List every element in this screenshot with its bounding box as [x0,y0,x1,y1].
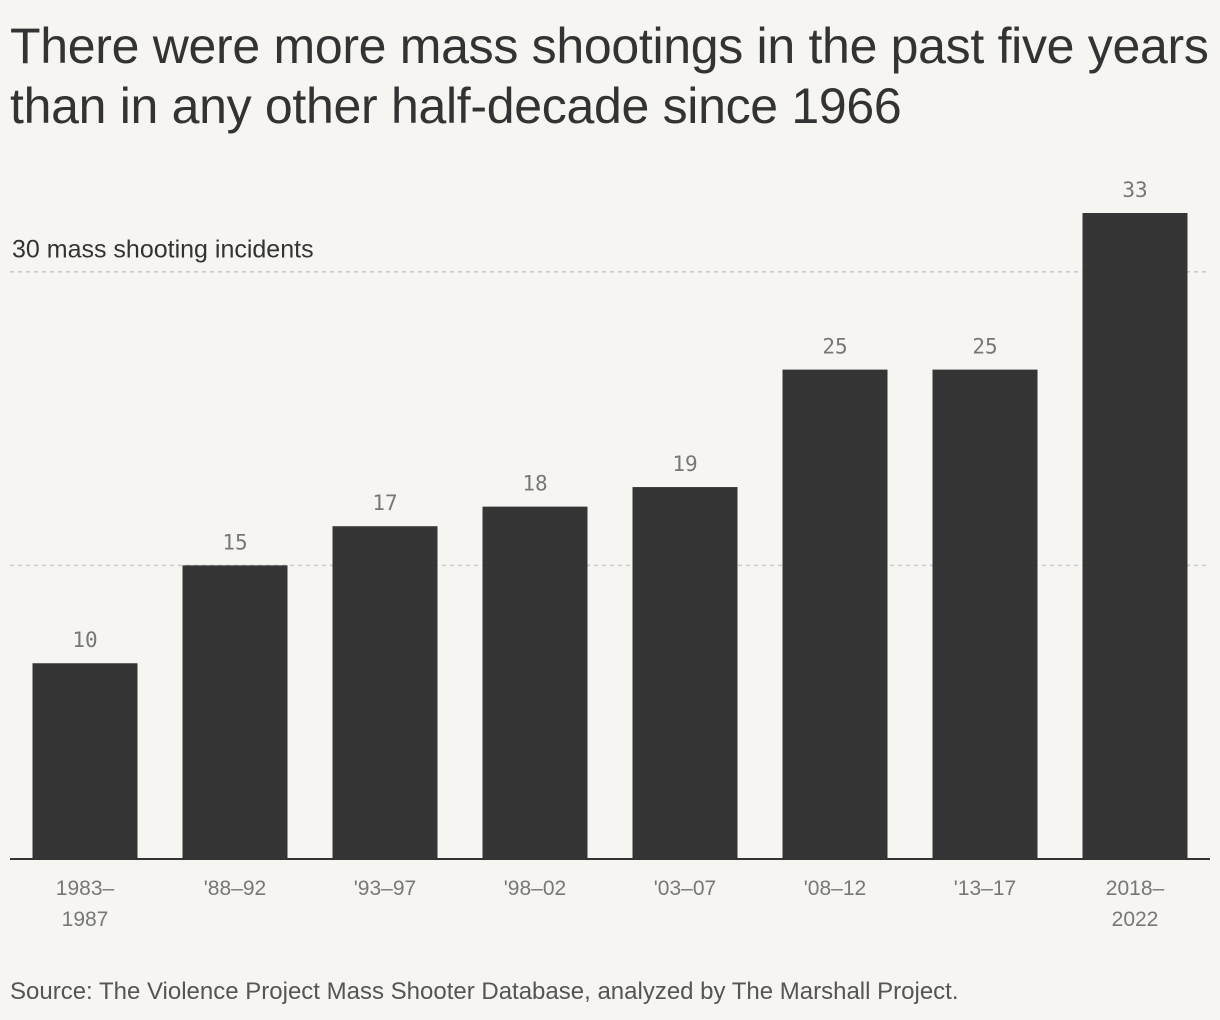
x-tick-label: '98–02 [504,877,566,900]
bar [632,487,738,859]
bar-value-label: 10 [72,628,97,652]
bar-chart: 30 mass shooting incidents 10 15 17 18 19 25 2… [10,178,1210,931]
gridline-label: 30 mass shooting incidents [12,236,314,264]
bars: 10 15 17 18 19 25 25 33 [32,178,1188,859]
bar [182,565,288,859]
bar [1082,213,1188,859]
x-tick-label: 1983– 1987 [56,877,115,931]
bar-value-label: 17 [372,491,397,515]
x-tick-label: '88–92 [204,877,266,900]
x-tick-labels: 1983– 1987 '88–92 '93–97 '98–02 '03–07 '08–12 '… [56,877,1165,931]
bar [32,663,138,859]
bar-value-label: 25 [822,335,847,359]
x-tick-label: '13–17 [954,877,1016,900]
x-tick-label: '03–07 [654,877,716,900]
bar [782,369,888,859]
bar-value-label: 15 [222,530,247,554]
bar-value-label: 19 [672,452,697,476]
source-note: Source: The Violence Project Mass Shoote… [10,978,959,1005]
bar [932,369,1038,859]
bar [482,506,588,859]
bar-value-label: 33 [1122,178,1147,202]
bar-value-label: 18 [522,472,547,496]
bar [332,526,438,859]
x-tick-label: 2018– 2022 [1106,877,1165,931]
chart-title: There were more mass shootings in the pa… [10,18,1209,134]
x-tick-label: '08–12 [804,877,866,900]
x-tick-label: '93–97 [354,877,416,900]
bar-value-label: 25 [972,335,997,359]
